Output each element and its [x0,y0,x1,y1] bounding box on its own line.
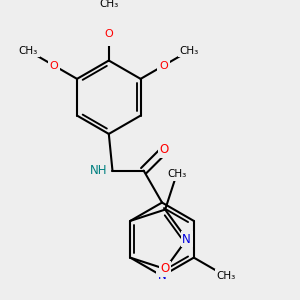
Text: N: N [158,269,167,283]
Text: N: N [182,233,191,246]
Text: O: O [50,61,58,71]
Text: CH₃: CH₃ [19,46,38,56]
Text: CH₃: CH₃ [216,271,236,281]
Text: O: O [160,262,170,275]
Text: NH: NH [90,164,108,177]
Text: CH₃: CH₃ [99,0,119,9]
Text: O: O [159,61,168,71]
Text: O: O [159,143,169,156]
Text: CH₃: CH₃ [179,46,199,56]
Text: O: O [104,29,113,39]
Text: CH₃: CH₃ [167,169,186,179]
